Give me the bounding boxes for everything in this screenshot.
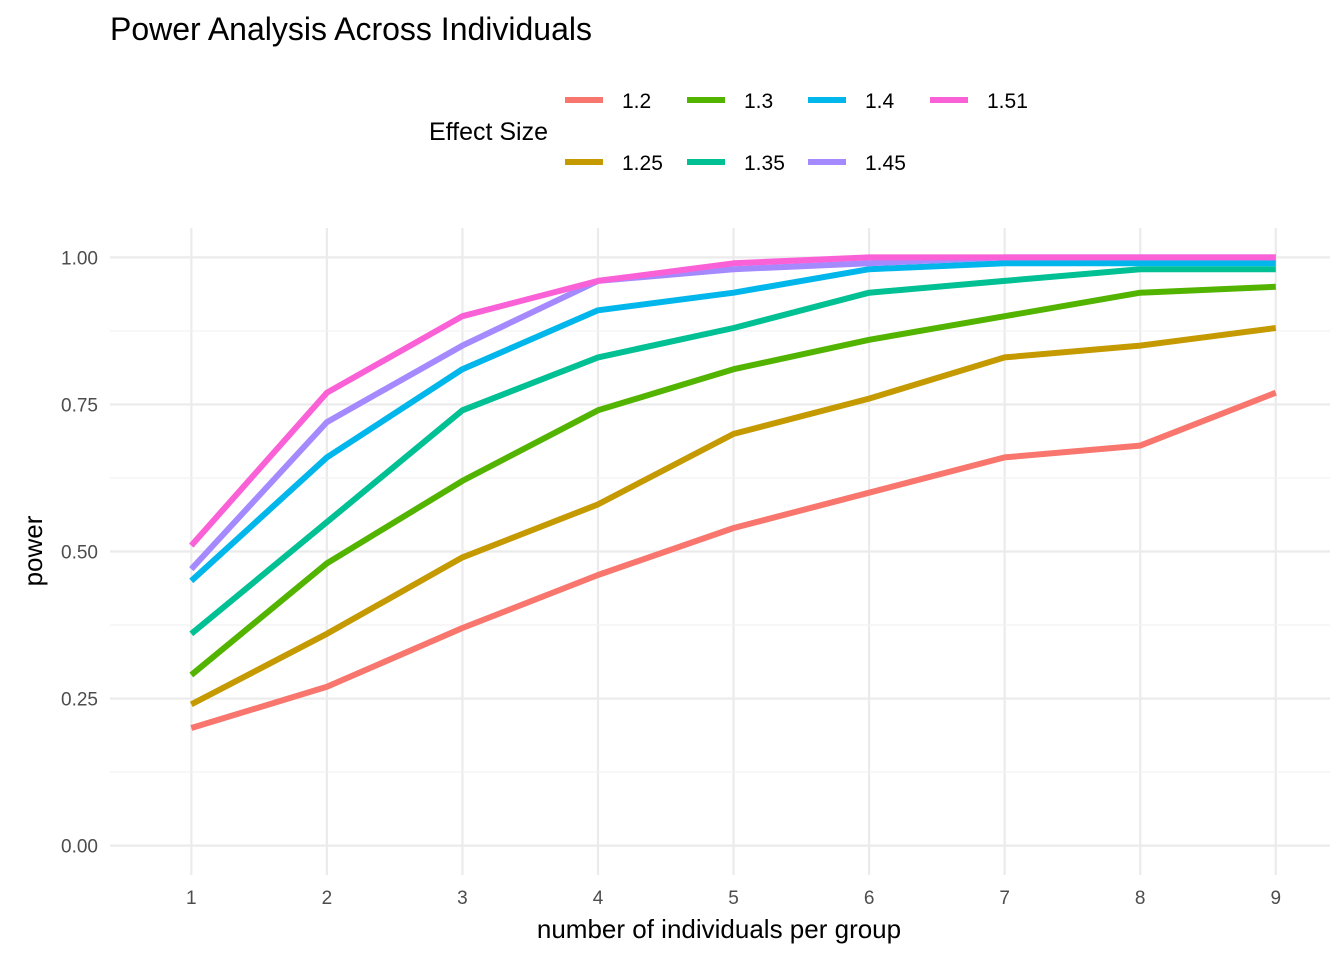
x-axis-label: number of individuals per group	[537, 914, 901, 944]
series-line-1-2	[190, 389, 1277, 731]
legend: Effect Size 1.2 1.25 1.3 1.35 1.4 1.45 1.51	[429, 90, 1028, 175]
legend-label-1-35: 1.35	[744, 152, 785, 175]
y-tick-label: 0.25	[61, 690, 98, 711]
legend-label-1-51: 1.51	[987, 90, 1028, 113]
series-line-1-35	[189, 266, 1276, 637]
x-tick-label: 5	[728, 888, 739, 909]
series-line-1-4	[189, 260, 1276, 584]
legend-label-1-3: 1.3	[744, 90, 773, 113]
legend-label-1-45: 1.45	[865, 152, 906, 175]
legend-label-1-2: 1.2	[622, 90, 651, 113]
x-tick-label: 8	[1135, 888, 1146, 909]
x-tick-label: 9	[1270, 888, 1281, 909]
series-line-1-25	[189, 325, 1277, 708]
x-tick-label: 1	[186, 888, 197, 909]
x-tick-label: 4	[593, 888, 604, 909]
series-line-1-51	[189, 254, 1276, 548]
x-tick-label: 3	[457, 888, 468, 909]
series-line-1-3	[189, 283, 1276, 678]
y-tick-label: 0.75	[61, 395, 98, 416]
series-lines	[189, 254, 1277, 731]
x-tick-label: 2	[322, 888, 333, 909]
chart-title: Power Analysis Across Individuals	[110, 11, 592, 47]
x-axis: 1 2 3 4 5 6 7 8 9	[186, 888, 1281, 909]
y-axis: 0.00 0.25 0.50 0.75 1.00	[61, 248, 98, 857]
y-axis-label: power	[18, 515, 48, 586]
legend-label-1-4: 1.4	[865, 90, 895, 113]
y-tick-label: 0.50	[61, 543, 98, 564]
legend-title: Effect Size	[429, 118, 548, 146]
x-tick-label: 7	[999, 888, 1010, 909]
x-tick-label: 6	[864, 888, 875, 909]
legend-items: 1.2 1.25 1.3 1.35 1.4 1.45 1.51	[565, 90, 1028, 175]
y-tick-label: 1.00	[61, 248, 98, 269]
y-tick-label: 0.00	[61, 837, 98, 858]
plot-area	[110, 228, 1330, 875]
legend-label-1-25: 1.25	[622, 152, 663, 175]
